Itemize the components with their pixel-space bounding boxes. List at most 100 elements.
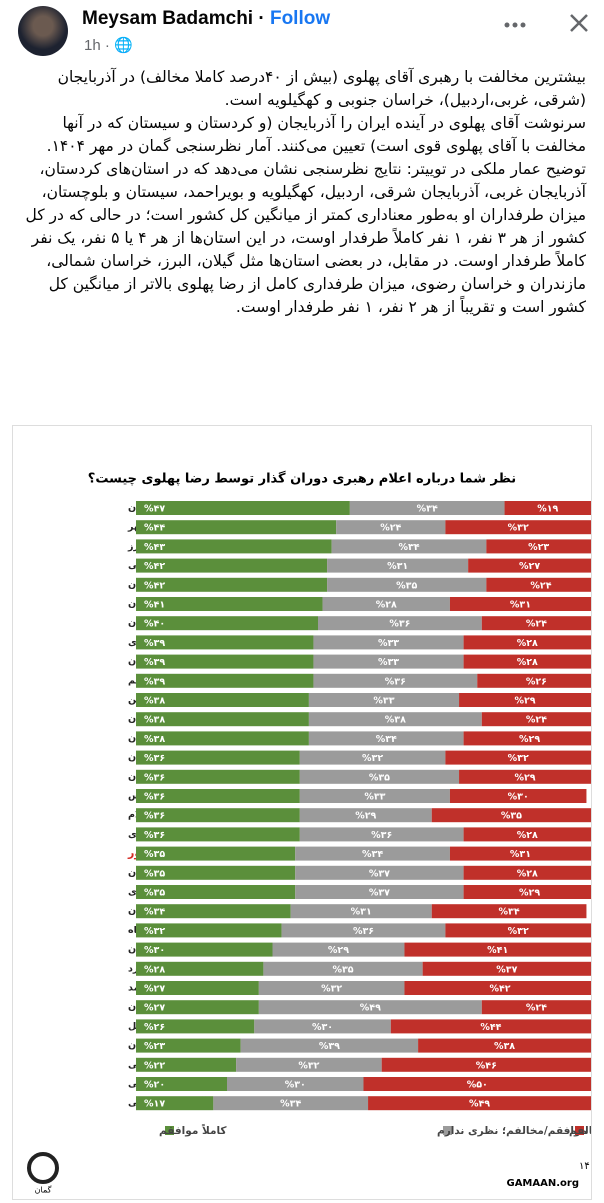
value-label: %۳۷ [369,868,390,879]
bar-segment [313,673,478,688]
value-label: %۳۶ [144,811,165,822]
bar-segment [463,635,591,650]
bar-segment [390,1019,591,1034]
legend-label: تا حدودی موافقم/مخالفم؛ نظری ندارم [437,1125,591,1137]
value-label: %۳۳ [373,696,394,707]
bar-segment [299,789,450,803]
bar-segment [349,501,505,515]
paragraph: توضیح عمار ملکی در توییتر: نتایج نظرسنجی… [25,160,587,316]
avatar[interactable] [18,6,68,56]
value-label: %۵۰ [467,1080,488,1091]
value-label: %۳۱ [510,600,531,611]
bar-segment [281,923,446,938]
bar-segment [136,673,314,688]
value-label: %۳۶ [371,830,392,841]
time[interactable]: 1h [84,37,101,54]
value-label: %۴۱ [487,945,508,956]
close-button[interactable] [564,8,594,38]
value-label: %۴۶ [476,1060,497,1071]
bar-segment [463,865,591,880]
value-label: %۴۹ [469,1099,490,1110]
bar-segment [313,635,464,650]
value-label: %۳۴ [144,907,165,918]
bar-segment [136,808,300,823]
value-label: %۲۹ [514,772,535,783]
bar-segment [449,789,587,803]
value-label: %۲۸ [376,600,397,611]
value-label: %۳۱ [351,907,372,918]
bar-segment [445,750,591,765]
bar-segment [272,942,405,957]
bar-segment [136,635,314,650]
value-label: %۳۵ [144,868,165,879]
value-label: %۴۴ [144,523,165,534]
value-label: %۲۴ [380,523,401,534]
value-label: %۳۰ [285,1080,306,1091]
bar-segment [136,923,282,938]
value-label: %۳۹ [319,1041,340,1052]
value-label: %۱۷ [144,1099,165,1110]
value-label: %۳۵ [501,811,522,822]
bar-segment [308,693,460,707]
bar-segment [445,520,591,535]
bar-segment [318,616,482,631]
value-label: %۳۶ [385,676,406,687]
value-label: %۳۹ [144,638,165,649]
value-label: %۳۶ [144,772,165,783]
value-label: %۳۸ [144,715,165,726]
bar-segment [331,539,487,554]
bar-segment [299,769,460,784]
post-text: بیشترین مخالفت با رهبری آقای پهلوی (بیش … [18,66,587,319]
bar-segment [463,885,596,899]
value-label: %۲۳ [528,542,549,553]
bar-segment [363,1077,591,1091]
bar-segment [258,1000,482,1015]
site: GAMAAN.org [506,1178,579,1189]
paragraph: سرنوشت آقای پهلوی در آینده ایران را آذرب… [46,114,586,155]
author-name[interactable]: Meysam Badamchi [82,8,254,29]
category-label: قم [128,675,142,686]
source: نظرسنجی مهر ۱۴۰۴ [579,1161,591,1172]
value-label: %۳۰ [144,945,165,956]
value-label: %۴۲ [144,561,165,572]
author-line: Meysam Badamchi · Follow [82,8,331,29]
value-label: %۳۱ [387,561,408,572]
bar-segment [136,616,318,631]
value-label: %۳۲ [508,926,529,937]
bar-segment [477,673,596,688]
bar-segment [327,577,487,592]
more-button[interactable] [500,10,530,40]
bar-segment [381,1057,591,1072]
value-label: %۲۲ [144,1060,165,1071]
bar-segment [136,654,314,669]
bar-segment [481,1000,591,1015]
chart-title: نظر شما درباره اعلام رهبری دوران گذار تو… [88,471,516,487]
bar-segment [308,712,482,727]
value-label: %۲۴ [526,1003,547,1014]
bar-segment [295,885,464,899]
category-label: یزد [128,963,142,974]
value-label: %۲۳ [144,1041,165,1052]
value-label: %۲۹ [519,888,540,899]
value-label: %۲۸ [517,638,538,649]
bar-segment [449,846,591,861]
value-label: %۳۰ [312,1022,333,1033]
value-label: %۲۷ [144,1003,165,1014]
value-label: %۲۰ [144,1080,165,1091]
bar-segment [459,769,591,784]
value-label: %۳۵ [144,888,165,899]
value-label: %۳۱ [510,849,531,860]
bar-segment [368,1096,591,1111]
bar-segment [404,981,596,995]
bar-segment [136,769,300,784]
logo-text: گمان [35,1185,52,1195]
value-label: %۴۰ [144,619,165,630]
bar-segment [136,885,296,899]
bar-segment [136,1096,214,1111]
bar-segment [136,1019,255,1034]
value-label: %۴۹ [360,1003,381,1014]
value-label: %۱۹ [537,504,558,515]
follow-button[interactable]: Follow [269,8,331,29]
value-label: %۳۳ [364,792,385,803]
value-label: %۳۶ [389,619,410,630]
